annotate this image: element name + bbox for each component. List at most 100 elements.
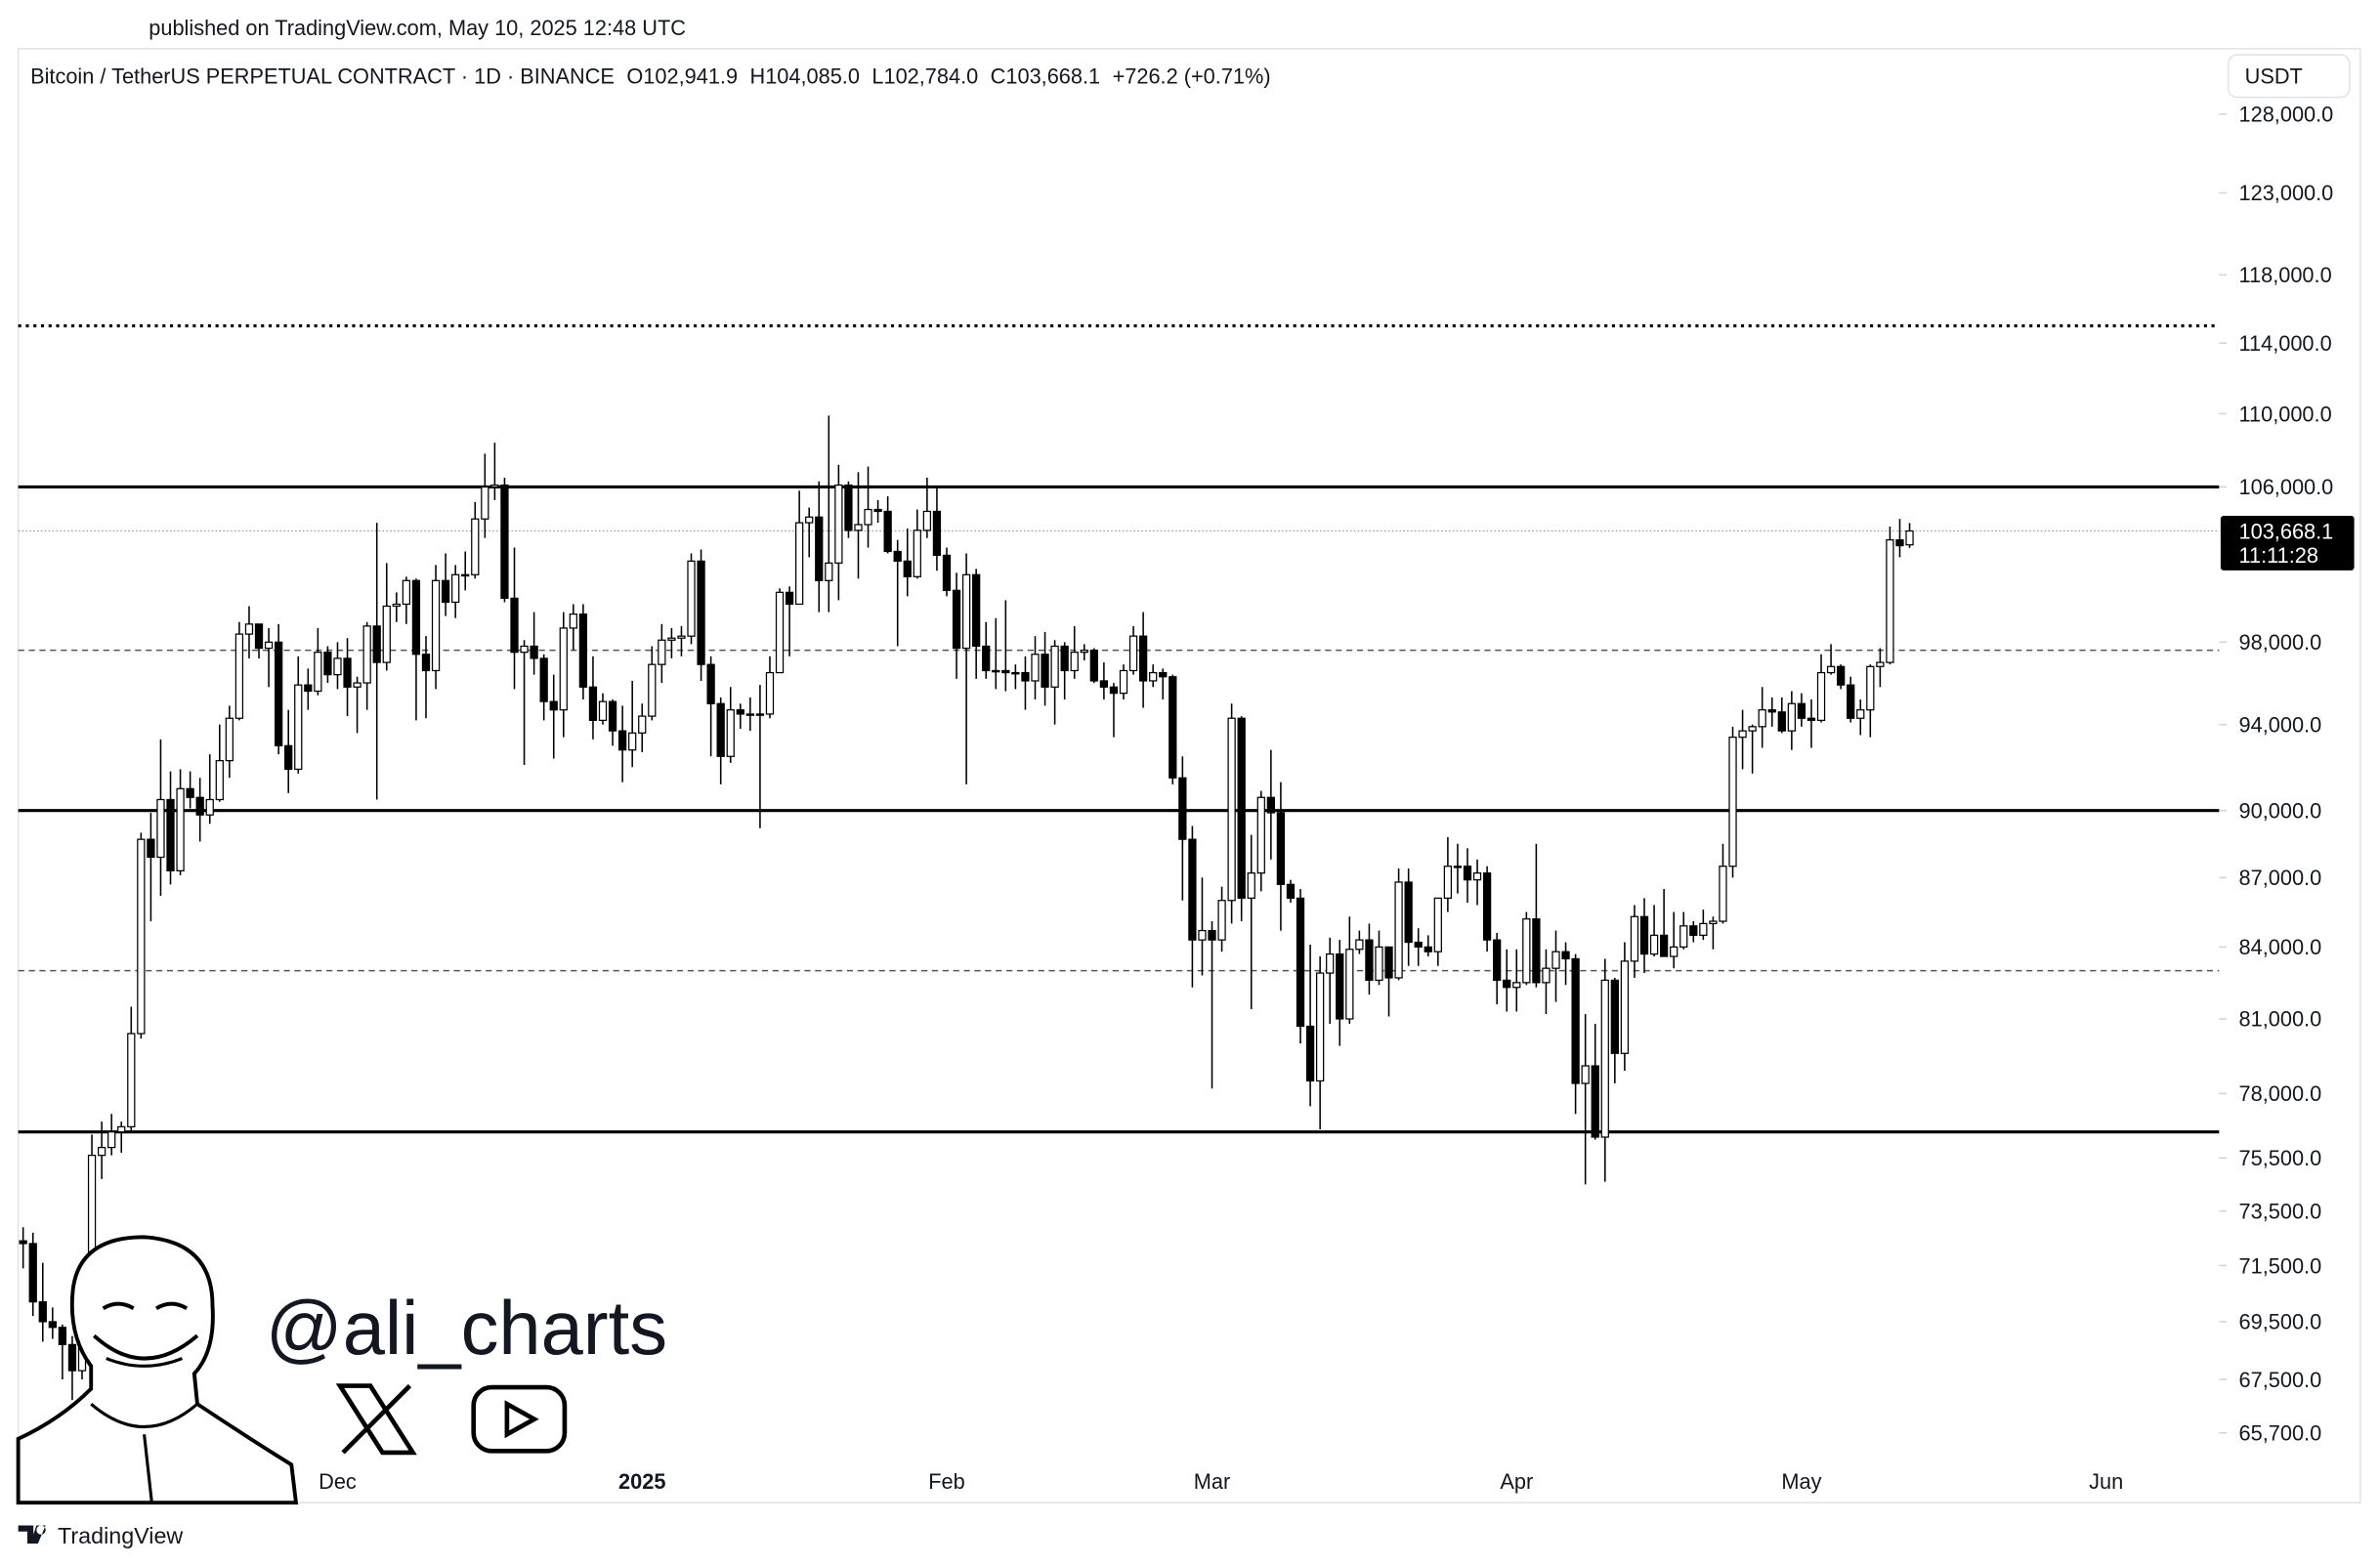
x-tick-label: Dec (319, 1469, 357, 1494)
avatar-collar (90, 1403, 198, 1503)
y-tick-label: 87,000.0 (2239, 866, 2322, 890)
ohlc-change: +726.2 (+0.71%) (1113, 64, 1271, 89)
y-tick-label: 71,500.0 (2239, 1253, 2322, 1278)
candle-body (411, 579, 421, 656)
candle-body (1905, 529, 1914, 546)
candle-body (225, 717, 234, 762)
candle-body (1777, 711, 1786, 732)
candle-body (1109, 686, 1119, 695)
candle-body (421, 654, 431, 672)
y-tick-label: 110,000.0 (2239, 402, 2332, 426)
currency-label[interactable]: USDT (2245, 64, 2303, 89)
candle-body (1709, 920, 1718, 925)
candle-body (372, 625, 381, 663)
candle-body (333, 657, 342, 676)
candle-body (166, 798, 175, 871)
candle-body (520, 645, 529, 654)
candle-body (1876, 661, 1885, 667)
y-tick-label: 78,000.0 (2239, 1081, 2322, 1106)
avatar (16, 1235, 299, 1505)
x-tick-label: May (1781, 1469, 1821, 1494)
candle-body (569, 613, 577, 629)
candle-body (392, 603, 401, 608)
candle-body (844, 484, 853, 531)
candle-body (854, 524, 863, 531)
candle-body (461, 573, 470, 577)
candle-body (1316, 972, 1325, 1082)
published-note: published on TradingView.com, May 10, 20… (149, 16, 686, 40)
candle-body (588, 686, 598, 722)
candle-body (1649, 934, 1659, 955)
candle-body (431, 579, 441, 672)
candle-body (1296, 897, 1305, 1028)
candle-body (697, 560, 705, 665)
candle-body (19, 1240, 27, 1245)
candle-body (795, 522, 804, 606)
candle-body (1336, 952, 1344, 1020)
candle-body (205, 798, 214, 816)
candle-body (1816, 671, 1826, 722)
candle-body (1198, 929, 1207, 941)
candle-body (834, 484, 843, 564)
ohlc-low: L102,784.0 (871, 64, 978, 89)
candle-body (1512, 982, 1521, 989)
candle-body (706, 663, 715, 704)
candle-body (1719, 866, 1727, 922)
candle-body (1178, 777, 1187, 840)
last-price-label: 103,668.1 (2239, 519, 2334, 543)
candle-body (264, 641, 274, 650)
candle-body (1256, 796, 1265, 874)
avatar-teeth (106, 1357, 184, 1368)
candle-body (815, 516, 824, 581)
candle-body (1286, 883, 1296, 900)
candle-body (1591, 1065, 1599, 1138)
candle-body (58, 1327, 67, 1346)
candle-body (1217, 900, 1226, 941)
candle-body (1620, 960, 1630, 1054)
y-tick-label: 73,500.0 (2239, 1199, 2322, 1223)
y-tick-label: 81,000.0 (2239, 1007, 2322, 1032)
y-tick-label: 75,500.0 (2239, 1146, 2322, 1170)
candle-body (1326, 952, 1335, 974)
candle-body (254, 623, 264, 650)
ohlc-high: H104,085.0 (749, 64, 859, 89)
y-tick-label: 84,000.0 (2239, 935, 2322, 959)
candle-body (1797, 702, 1806, 719)
candle-body (1041, 654, 1049, 688)
candle-body (1581, 1065, 1590, 1084)
candle-body (1837, 665, 1846, 686)
candle-body (578, 613, 588, 688)
candle-body (1767, 709, 1776, 713)
candle-body (1021, 671, 1030, 682)
candle-body (1659, 934, 1669, 957)
symbol: Bitcoin / TetherUS PERPETUAL CONTRACT · … (30, 64, 615, 89)
candle-body (1119, 669, 1128, 695)
candle-body (314, 652, 322, 693)
tv-logo (18, 1525, 46, 1544)
currency-button[interactable] (2227, 54, 2351, 99)
candle-body (716, 702, 725, 757)
candle-body (1758, 709, 1766, 728)
candle-body (1394, 881, 1403, 979)
candle-body (1532, 918, 1541, 984)
candle-body (873, 508, 882, 513)
candle-body (972, 573, 981, 648)
candle-body (323, 652, 332, 676)
candle-body (500, 484, 509, 600)
candle-body (117, 1125, 126, 1133)
candle-body (1060, 645, 1069, 672)
candle-body (658, 639, 666, 665)
candle-body (1089, 649, 1098, 682)
watermark: @ali_charts (16, 1235, 667, 1505)
candle-body (1610, 979, 1619, 1054)
candle-body (304, 684, 313, 693)
candle-body (1679, 925, 1688, 948)
candle-body (1266, 796, 1276, 814)
candle-body (275, 641, 283, 746)
candle-body (441, 579, 450, 604)
y-tick-label: 106,000.0 (2239, 475, 2334, 499)
candle-body (1128, 635, 1138, 672)
candle-body (67, 1343, 77, 1372)
candle-body (617, 730, 627, 751)
